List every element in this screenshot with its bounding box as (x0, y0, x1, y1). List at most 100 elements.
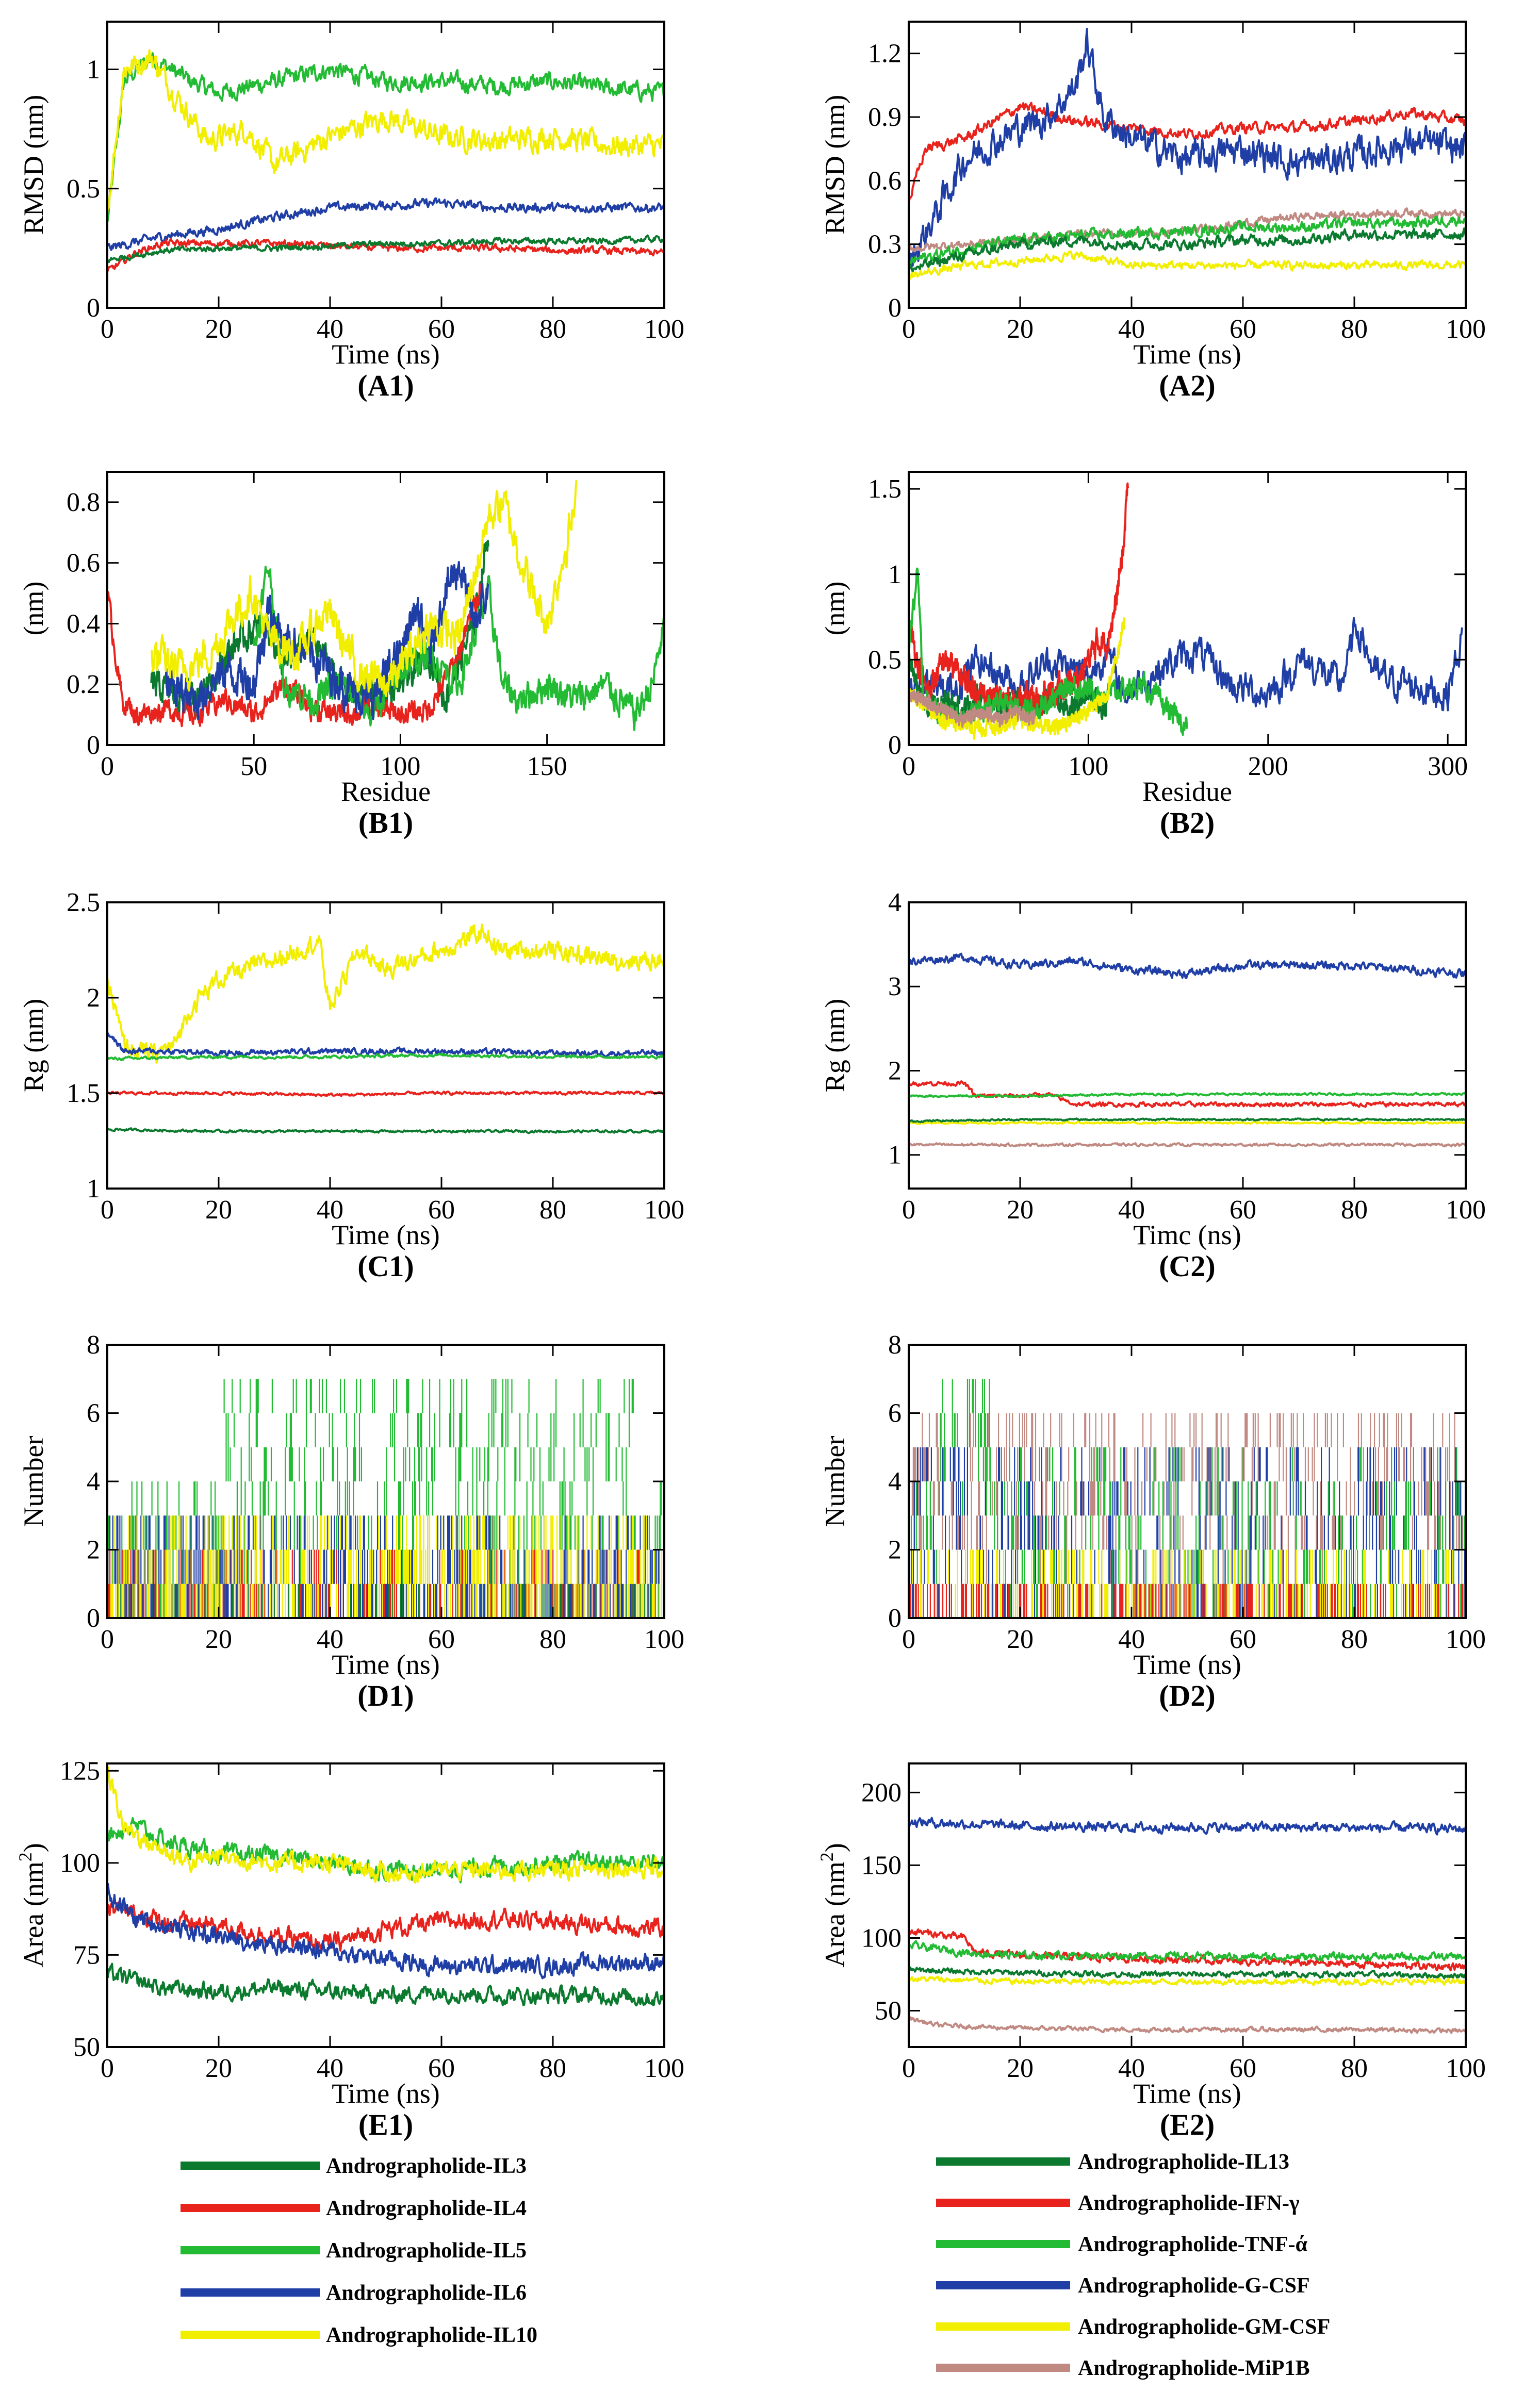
series-il5 (253, 566, 664, 731)
series-il10 (107, 49, 664, 213)
y-tick-label: 1 (888, 1141, 902, 1170)
plot-area (909, 482, 1463, 740)
y-axis-label: Rg (nm) (820, 999, 850, 1093)
panel-title: (E1) (358, 2108, 413, 2141)
series-gcsf (909, 28, 1466, 272)
plot-area (909, 1817, 1466, 2034)
series-il5 (107, 52, 664, 223)
x-tick-label: 80 (539, 315, 566, 344)
series-mip1b (909, 686, 1036, 728)
x-tick-label: 80 (1341, 1625, 1368, 1654)
x-tick-label: 20 (205, 315, 232, 344)
x-tick-label: 0 (101, 1195, 114, 1225)
x-axis-label: Residue (341, 776, 431, 807)
x-tick-label: 100 (1446, 1195, 1486, 1225)
legend-label-il3: Andrographolide-IL3 (326, 2154, 527, 2178)
y-axis-label: RMSD (nm) (18, 95, 49, 235)
y-axis-label: (nm) (820, 582, 850, 636)
x-tick-label: 100 (1068, 752, 1108, 781)
y-tick-label: 100 (60, 1849, 100, 1878)
y-axis-label: Number (820, 1436, 850, 1527)
y-tick-label: 2 (87, 983, 100, 1013)
series-il4 (107, 1549, 664, 1618)
series-il13 (909, 1966, 1466, 1980)
x-tick-label: 0 (101, 752, 114, 781)
series-il5 (107, 1052, 664, 1062)
x-tick-label: 80 (1341, 2054, 1368, 2083)
x-axis-label: Time (ns) (1133, 2078, 1241, 2109)
y-tick-label: 0 (87, 1604, 100, 1633)
x-tick-label: 80 (539, 1195, 566, 1225)
y-tick-label: 0.5 (868, 645, 902, 674)
legend-label-ifn: Andrographolide-IFN-γ (1078, 2191, 1300, 2215)
x-tick-label: 80 (1341, 1195, 1368, 1225)
series-gcsf (909, 1447, 1466, 1618)
plot-area (107, 1766, 664, 2007)
series-il4 (107, 238, 664, 272)
series-gcsf (909, 952, 1466, 979)
x-tick-label: 60 (1230, 1195, 1256, 1225)
x-tick-label: 40 (1118, 315, 1145, 344)
y-tick-label: 6 (888, 1399, 902, 1428)
y-tick-label: 200 (861, 1778, 902, 1807)
y-tick-label: 2 (87, 1536, 100, 1565)
y-tick-label: 8 (87, 1330, 100, 1360)
legend-label-gcsf: Andrographolide-G-CSF (1078, 2274, 1310, 2298)
x-tick-label: 0 (902, 315, 915, 344)
series-il6 (107, 197, 664, 251)
y-tick-label: 0.9 (868, 103, 902, 132)
y-tick-label: 0.6 (868, 166, 902, 195)
series-ifn (909, 1928, 1466, 1972)
x-tick-label: 150 (527, 752, 567, 781)
series-mip1b (909, 1142, 1466, 1148)
x-tick-label: 60 (1230, 1625, 1256, 1654)
plot-area (107, 1379, 664, 1618)
panel-title: (A1) (357, 369, 414, 402)
y-tick-label: 4 (888, 888, 902, 917)
series-il6 (107, 1032, 664, 1058)
plot-area (909, 1379, 1466, 1618)
panel-title: (D2) (1159, 1679, 1216, 1712)
plot-frame (106, 471, 665, 746)
plot-area (107, 923, 664, 1134)
y-tick-label: 2 (888, 1056, 902, 1085)
y-tick-label: 100 (861, 1923, 902, 1953)
y-tick-label: 1.5 (67, 1079, 100, 1108)
series-il4 (107, 583, 484, 728)
chart-c1: 0 20 40 60 80 100 1 1.5 2 2.5 Time (ns) Rg (nm) (C1) (18, 888, 684, 1283)
x-tick-label: 20 (205, 1625, 232, 1654)
y-tick-label: 0 (87, 731, 100, 760)
legend-label-il4: Andrographolide-IL4 (326, 2197, 527, 2220)
plot-frame (106, 21, 665, 309)
x-tick-label: 0 (902, 752, 915, 781)
series-tnf (909, 215, 1466, 265)
legend-label-il13: Andrographolide-IL13 (1078, 2150, 1289, 2174)
y-tick-label: 1 (888, 560, 902, 589)
y-axis-label: Number (18, 1436, 49, 1527)
plot-area (107, 480, 664, 731)
x-tick-label: 60 (428, 1195, 455, 1225)
x-tick-label: 40 (317, 1195, 343, 1225)
x-tick-label: 0 (902, 1195, 915, 1225)
y-tick-label: 8 (888, 1330, 902, 1360)
series-mip1b (909, 2016, 1466, 2034)
series-il6 (165, 560, 489, 721)
x-tick-label: 100 (644, 1625, 684, 1654)
series-il13 (909, 227, 1466, 273)
plot-area (909, 952, 1466, 1148)
legend-left: Andrographolide-IL3 Andrographolide-IL4 … (181, 2154, 537, 2347)
chart-b2: 0 100 200 300 0 0.5 1 1.5 Residue (nm) (B2) (820, 471, 1468, 839)
x-tick-label: 100 (1446, 315, 1486, 344)
y-tick-label: 0 (888, 293, 902, 323)
y-tick-label: 75 (73, 1940, 100, 1970)
series-il10 (150, 480, 578, 697)
y-tick-label: 0.8 (67, 488, 100, 517)
x-tick-label: 0 (101, 1625, 114, 1654)
panel-title: (B1) (358, 806, 413, 839)
y-tick-label: 0.5 (67, 174, 100, 204)
series-gmcsf (909, 1975, 1466, 1987)
y-tick-label: 0 (87, 293, 100, 323)
series-il6 (107, 1883, 664, 1980)
series-il4 (107, 1090, 664, 1097)
chart-c2: 0 20 40 60 80 100 1 2 3 4 Timc (ns) Rg (nm) (C2) (820, 888, 1486, 1283)
